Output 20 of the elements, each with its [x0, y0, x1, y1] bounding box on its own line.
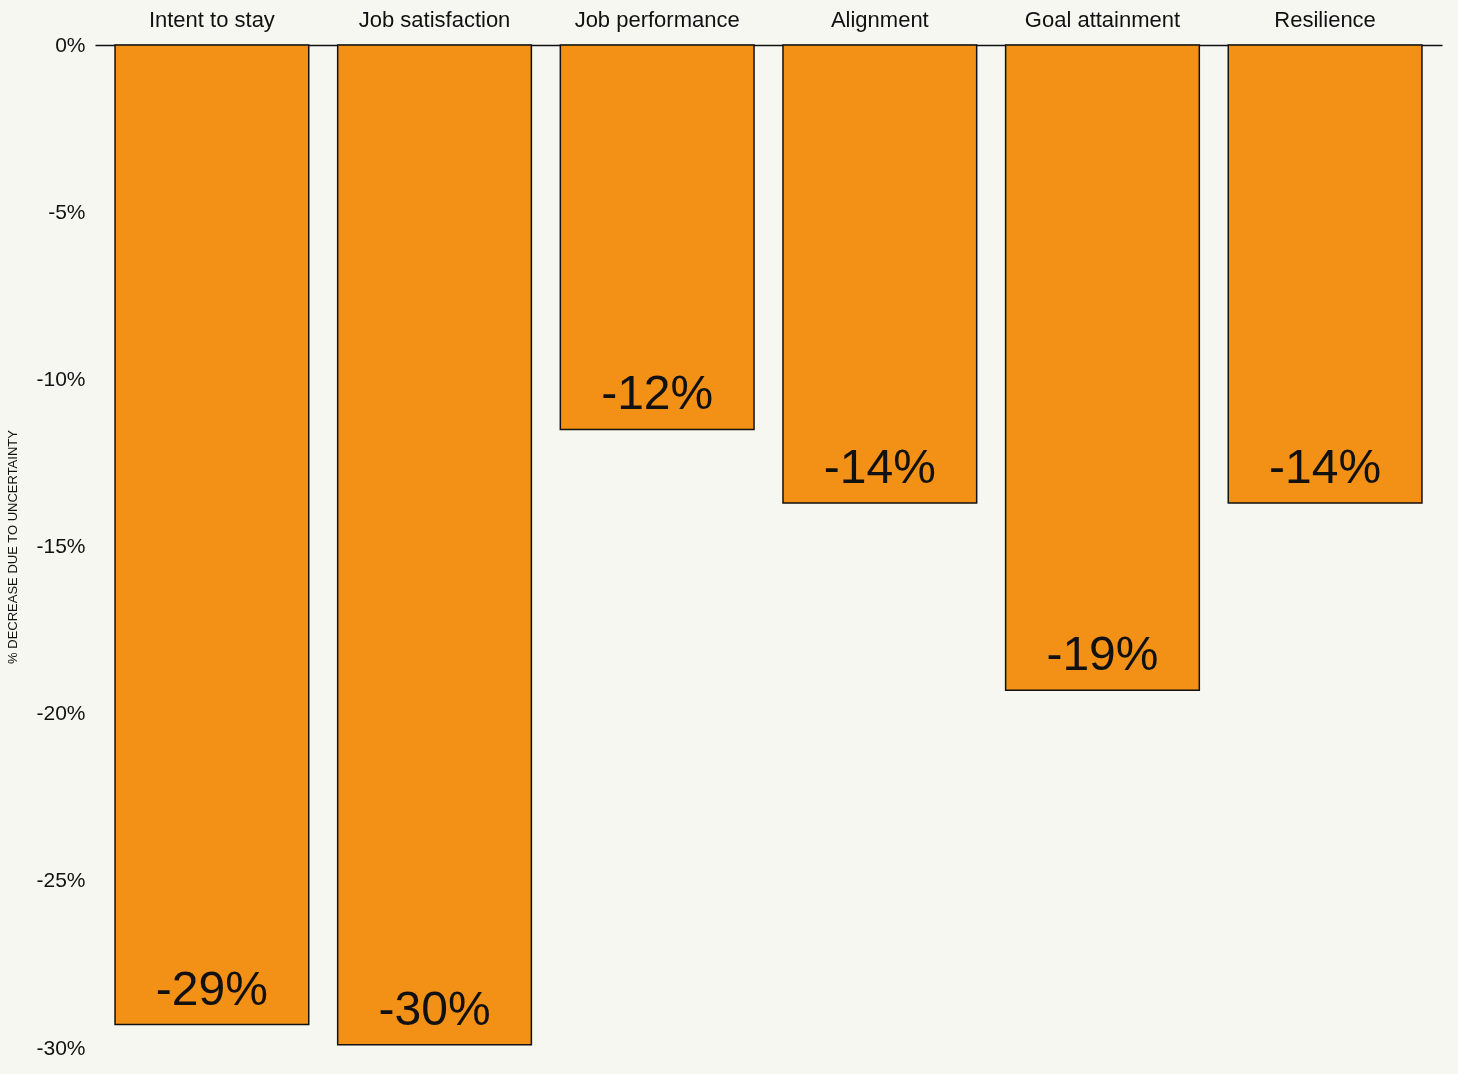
x-tick-label: Job performance [574, 6, 740, 32]
data-label: -19% [1046, 627, 1159, 681]
y-tick-label: -25% [36, 868, 86, 892]
x-tick-label: Intent to stay [148, 6, 275, 32]
data-label: -14% [1269, 440, 1382, 494]
y-tick-label: -20% [36, 701, 86, 725]
y-tick-label: 0% [55, 32, 86, 56]
y-axis-title: % DECREASE DUE TO UNCERTAINTY [5, 429, 21, 664]
x-tick-label: Goal attainment [1024, 6, 1181, 32]
data-label: -30% [378, 981, 491, 1035]
x-tick-label: Resilience [1274, 6, 1376, 32]
y-tick-label: -10% [36, 366, 86, 390]
data-label: -14% [823, 440, 936, 494]
y-tick-label: -5% [48, 199, 86, 223]
data-label: -29% [155, 961, 268, 1015]
x-tick-label: Job satisfaction [358, 6, 511, 32]
y-tick-label: -30% [36, 1035, 86, 1059]
data-label: -12% [601, 366, 714, 420]
x-tick-label: Alignment [830, 6, 929, 32]
y-tick-label: -15% [36, 534, 86, 557]
